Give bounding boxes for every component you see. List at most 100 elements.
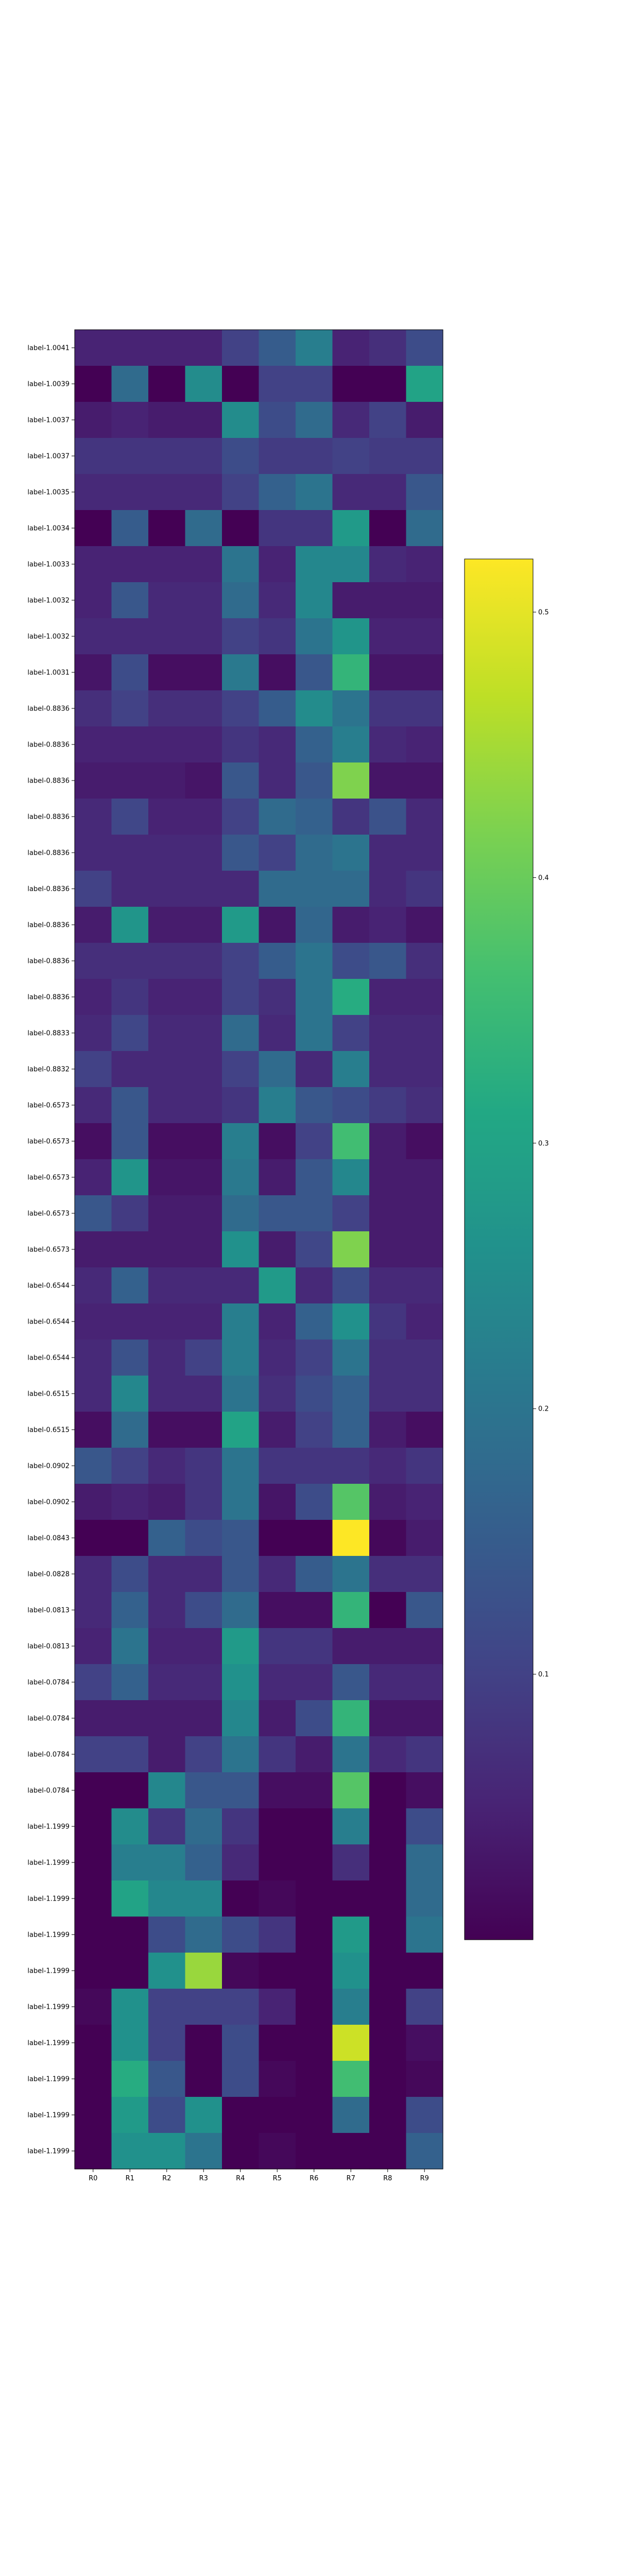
heatmap-cell [296,1664,333,1701]
heatmap-cell [259,762,296,799]
heatmap-cell [75,2061,112,2097]
heatmap-cell [111,2061,149,2097]
heatmap-cell [75,1700,112,1737]
heatmap-cell [259,1015,296,1052]
heatmap-cell [296,438,333,474]
heatmap-cell [369,907,407,943]
heatmap-cell [75,835,112,871]
heatmap-cell [406,1484,443,1520]
heatmap-cell [406,690,443,727]
heatmap-cell [111,1772,149,1809]
heatmap-cell [369,1880,407,1917]
heatmap-cell [111,1051,149,1088]
heatmap-cell [259,799,296,835]
heatmap-cell [332,1087,370,1124]
heatmap-cell [148,1736,186,1773]
heatmap-cell [111,1015,149,1052]
heatmap-cell [259,1267,296,1304]
heatmap-cell [75,1808,112,1845]
heatmap-cell [222,1015,260,1052]
heatmap-cell [369,474,407,511]
heatmap-cell [296,1195,333,1232]
heatmap-cell [369,1664,407,1701]
heatmap-cell [369,943,407,979]
heatmap-cell [185,762,222,799]
heatmap-cell [75,1376,112,1412]
heatmap-cell [148,1087,186,1124]
heatmap-cell [111,1087,149,1124]
heatmap-cell [111,1989,149,2025]
heatmap-cell [259,907,296,943]
heatmap-cell [406,582,443,619]
heatmap-cell [222,1808,260,1845]
heatmap-cell [148,2025,186,2061]
heatmap-cell [332,1917,370,1953]
heatmap-cell [222,1844,260,1881]
row-tick-label: label-0.0828 [27,1571,70,1579]
heatmap-cell [75,510,112,547]
heatmap-cell [148,1628,186,1665]
row-tick-label: label-0.0902 [27,1463,70,1470]
heatmap-cell [259,438,296,474]
row-tick-label: label-0.8832 [27,1066,70,1074]
heatmap-cell [222,2061,260,2097]
heatmap-cell [369,510,407,547]
column-tick-group: R0 R1 R2 R3 R4 R5 R6 R7 R8 R9 [89,2169,429,2182]
heatmap-cell [332,907,370,943]
heatmap-cell [111,1159,149,1196]
heatmap-cell [296,1989,333,2025]
heatmap-cell [111,474,149,511]
heatmap-cell [185,1628,222,1665]
heatmap-cell [111,330,149,366]
heatmap-cell [222,1123,260,1160]
heatmap-cell [259,618,296,655]
heatmap-cell [185,1592,222,1629]
heatmap-cell [406,1700,443,1737]
heatmap-cell [332,546,370,583]
heatmap-cell [332,1231,370,1268]
heatmap-cell [332,1989,370,2025]
heatmap-cell [111,1628,149,1665]
heatmap-cell [148,1917,186,1953]
heatmap-cell [369,1195,407,1232]
heatmap-cell [259,474,296,511]
heatmap-cell [185,618,222,655]
heatmap-cell [296,1159,333,1196]
heatmap-cell [75,1159,112,1196]
heatmap-cell [369,546,407,583]
heatmap-cell [75,1015,112,1052]
heatmap-cell [296,907,333,943]
heatmap-cell [111,1231,149,1268]
heatmap-cell [111,1267,149,1304]
heatmap-cell [148,907,186,943]
heatmap-cell [148,1123,186,1160]
heatmap-cell [406,1556,443,1592]
heatmap-cell [185,1123,222,1160]
heatmap-cell [185,2133,222,2170]
heatmap-cell [75,654,112,691]
row-tick-label: label-0.6544 [27,1282,70,1290]
heatmap-cell [111,1303,149,1340]
heatmap-cell [406,1448,443,1484]
heatmap-cell [75,1051,112,1088]
heatmap-cell [222,2025,260,2061]
heatmap-cell [296,1087,333,1124]
colorbar-tick-label: 0.2 [538,1405,549,1413]
heatmap-cell [185,1700,222,1737]
column-tick-label: R1 [126,2175,134,2182]
heatmap-cell [369,762,407,799]
heatmap-cell [148,1989,186,2025]
heatmap-cell [406,474,443,511]
heatmap-cell [222,618,260,655]
heatmap-cell [296,1917,333,1953]
heatmap-cell [406,1808,443,1845]
heatmap-cell [369,1051,407,1088]
heatmap-cell [111,1736,149,1773]
row-tick-label: label-0.0784 [27,1751,70,1759]
heatmap-cell [406,2025,443,2061]
heatmap-cell [259,726,296,763]
heatmap-cell [296,618,333,655]
row-tick-label: label-1.1999 [27,1968,70,1975]
heatmap-cell [185,1556,222,1592]
row-tick-label: label-1.1999 [27,2076,70,2083]
